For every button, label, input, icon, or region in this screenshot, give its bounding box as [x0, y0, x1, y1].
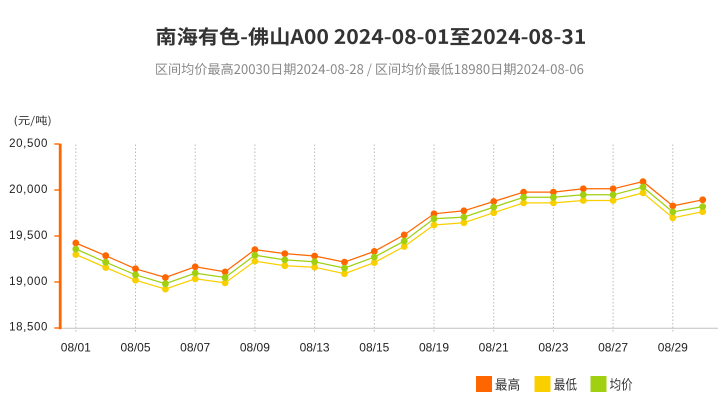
svg-text:08/21: 08/21	[479, 341, 509, 355]
svg-text:08/19: 08/19	[419, 341, 449, 355]
svg-text:08/27: 08/27	[598, 341, 628, 355]
svg-text:08/07: 08/07	[180, 341, 210, 355]
svg-text:19,500: 19,500	[9, 230, 48, 242]
svg-text:08/29: 08/29	[658, 341, 688, 355]
svg-text:08/13: 08/13	[300, 341, 330, 355]
svg-text:18,500: 18,500	[9, 322, 48, 334]
svg-text:20,000: 20,000	[9, 184, 48, 196]
svg-text:08/15: 08/15	[359, 341, 389, 355]
svg-text:08/05: 08/05	[120, 341, 150, 355]
svg-text:08/23: 08/23	[538, 341, 568, 355]
svg-text:08/01: 08/01	[61, 341, 91, 355]
svg-text:20,500: 20,500	[9, 138, 48, 150]
svg-text:19,000: 19,000	[9, 276, 48, 288]
svg-text:08/09: 08/09	[240, 341, 270, 355]
